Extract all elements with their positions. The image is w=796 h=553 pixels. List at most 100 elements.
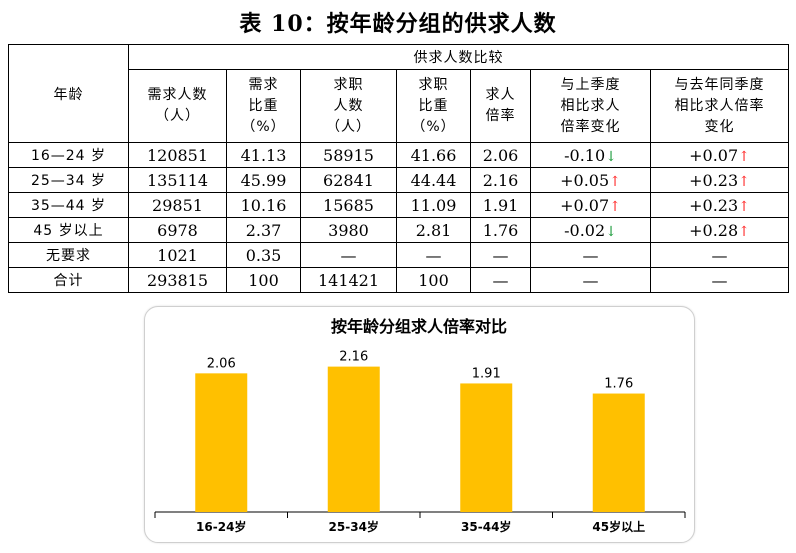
cell-value: 29851 xyxy=(152,195,203,215)
supply-demand-table: 年龄 供求人数比较 需求人数 （人） 需求 比重 （%） 求职 人数 （人） 求职 比重 （%） 求人… xyxy=(8,44,789,293)
cell-yoy: +0.07↑ xyxy=(650,142,789,168)
cell-ratio: — xyxy=(470,242,531,268)
cell-value: 2.37 xyxy=(245,220,282,240)
cell-demand-pct: 100 xyxy=(226,267,301,293)
bar xyxy=(327,366,380,512)
header-line: 与上季度 xyxy=(560,76,621,93)
cell-value: 15685 xyxy=(323,195,374,215)
cell-seekers: 15685 xyxy=(300,192,397,218)
cell-qoq: +0.05↑ xyxy=(530,167,651,193)
arrow-up-icon: ↑ xyxy=(738,173,750,190)
cell-value: +0.07 xyxy=(560,195,610,215)
cell-seekers: 58915 xyxy=(300,142,397,168)
cell-value: 120851 xyxy=(146,145,209,165)
bar xyxy=(195,373,248,512)
header-line: 需求 xyxy=(248,76,279,93)
cell-ratio: 2.16 xyxy=(470,167,531,193)
cell-yoy: +0.23↑ xyxy=(650,167,789,193)
category-tick-label: 25-34岁 xyxy=(329,519,379,534)
bar xyxy=(460,383,513,512)
arrow-up-icon: ↑ xyxy=(738,148,750,165)
category-tick-label: 45岁以上 xyxy=(592,519,645,534)
cell-value: 1021 xyxy=(157,245,198,265)
cell-value: 41.13 xyxy=(240,145,287,165)
cell-value: +0.28 xyxy=(689,220,739,240)
header-line: 相比求人倍率 xyxy=(674,97,765,114)
cell-value: -0.10 xyxy=(564,145,606,165)
cell-value: 25—34 岁 xyxy=(30,173,107,189)
header-line: 求人 xyxy=(485,87,516,103)
header-line: 求职 xyxy=(333,76,364,93)
cell-value: +0.05 xyxy=(560,170,610,190)
bar-value-label: 1.76 xyxy=(604,377,633,392)
cell-qoq: — xyxy=(530,242,651,268)
cell-seekers-pct: — xyxy=(396,242,471,268)
header-col-1: 需求比重 （%） xyxy=(226,69,301,143)
cell-value: — xyxy=(711,245,728,265)
table-row: 45 岁以上 6978 2.37 3980 2.81 1.76 -0.02↓ +0.28↑ xyxy=(8,217,789,243)
cell-value: +0.23 xyxy=(689,170,739,190)
header-line: 与去年同季度 xyxy=(674,76,765,93)
header-line: 相比求人 xyxy=(560,97,621,114)
cell-qoq: — xyxy=(530,267,651,293)
cell-value: 35—44 岁 xyxy=(30,198,107,214)
header-line: 需求人数 xyxy=(147,87,208,103)
header-line: 人数 xyxy=(333,97,364,114)
cell-seekers: 62841 xyxy=(300,167,397,193)
header-line: 倍率 xyxy=(485,108,516,124)
page-title: 表 10：按年龄分组的供求人数 xyxy=(239,11,557,37)
cell-seekers-pct: 2.81 xyxy=(396,217,471,243)
header-line: 求职 xyxy=(418,76,449,93)
header-line: （人） xyxy=(155,108,200,124)
cell-demand-pct: 41.13 xyxy=(226,142,301,168)
cell-value: 无要求 xyxy=(46,248,91,264)
header-line: （人） xyxy=(326,118,371,135)
header-col-5: 与上季度 相比求人 倍率变化 xyxy=(530,69,651,143)
chart-title: 按年龄分组求人倍率对比 xyxy=(331,317,507,336)
cell-value: — xyxy=(425,245,442,265)
cell-demand: 1021 xyxy=(128,242,227,268)
cell-qoq: -0.10↓ xyxy=(530,142,651,168)
cell-age: 无要求 xyxy=(8,242,129,268)
bar-value-label: 2.06 xyxy=(207,356,236,371)
cell-ratio: 1.91 xyxy=(470,192,531,218)
bar-value-label: 2.16 xyxy=(339,350,368,365)
cell-value: 10.16 xyxy=(240,195,287,215)
category-tick-label: 16-24岁 xyxy=(196,519,246,534)
cell-value: 2.06 xyxy=(482,145,519,165)
cell-seekers-pct: 11.09 xyxy=(396,192,471,218)
chart-panel: 按年龄分组求人倍率对比 2.06 16-24岁 2.16 25-34岁 1.91 35-44… xyxy=(144,306,695,543)
cell-age: 合计 xyxy=(8,267,129,293)
cell-value: 100 xyxy=(248,270,279,290)
cell-value: 16—24 岁 xyxy=(30,148,107,164)
cell-value: 2.16 xyxy=(482,170,519,190)
cell-demand: 6978 xyxy=(128,217,227,243)
cell-demand-pct: 2.37 xyxy=(226,217,301,243)
cell-seekers-pct: 100 xyxy=(396,267,471,293)
cell-value: -0.02 xyxy=(564,220,606,240)
cell-seekers: 3980 xyxy=(300,217,397,243)
header-line: 比重 xyxy=(418,97,449,114)
header-col-4: 求人 倍率 xyxy=(470,69,531,143)
cell-qoq: +0.07↑ xyxy=(530,192,651,218)
category-tick-label: 35-44岁 xyxy=(461,519,511,534)
cell-value: +0.07 xyxy=(689,145,739,165)
cell-yoy: +0.28↑ xyxy=(650,217,789,243)
arrow-up-icon: ↑ xyxy=(609,173,621,190)
cell-value: 合计 xyxy=(53,273,84,289)
arrow-up-icon: ↑ xyxy=(738,223,750,240)
cell-demand: 293815 xyxy=(128,267,227,293)
cell-seekers: — xyxy=(300,242,397,268)
header-col-3: 求职 比重 （%） xyxy=(396,69,471,143)
cell-value: 45.99 xyxy=(240,170,287,190)
header-line: 比重 xyxy=(248,97,279,114)
cell-value: +0.23 xyxy=(689,195,739,215)
header-age: 年龄 xyxy=(8,44,129,143)
cell-value: 58915 xyxy=(323,145,374,165)
header-line: （%） xyxy=(241,118,286,135)
cell-value: 3980 xyxy=(328,220,369,240)
cell-value: — xyxy=(492,245,509,265)
cell-value: 41.66 xyxy=(410,145,457,165)
cell-demand: 29851 xyxy=(128,192,227,218)
header-line: 变化 xyxy=(704,118,735,135)
